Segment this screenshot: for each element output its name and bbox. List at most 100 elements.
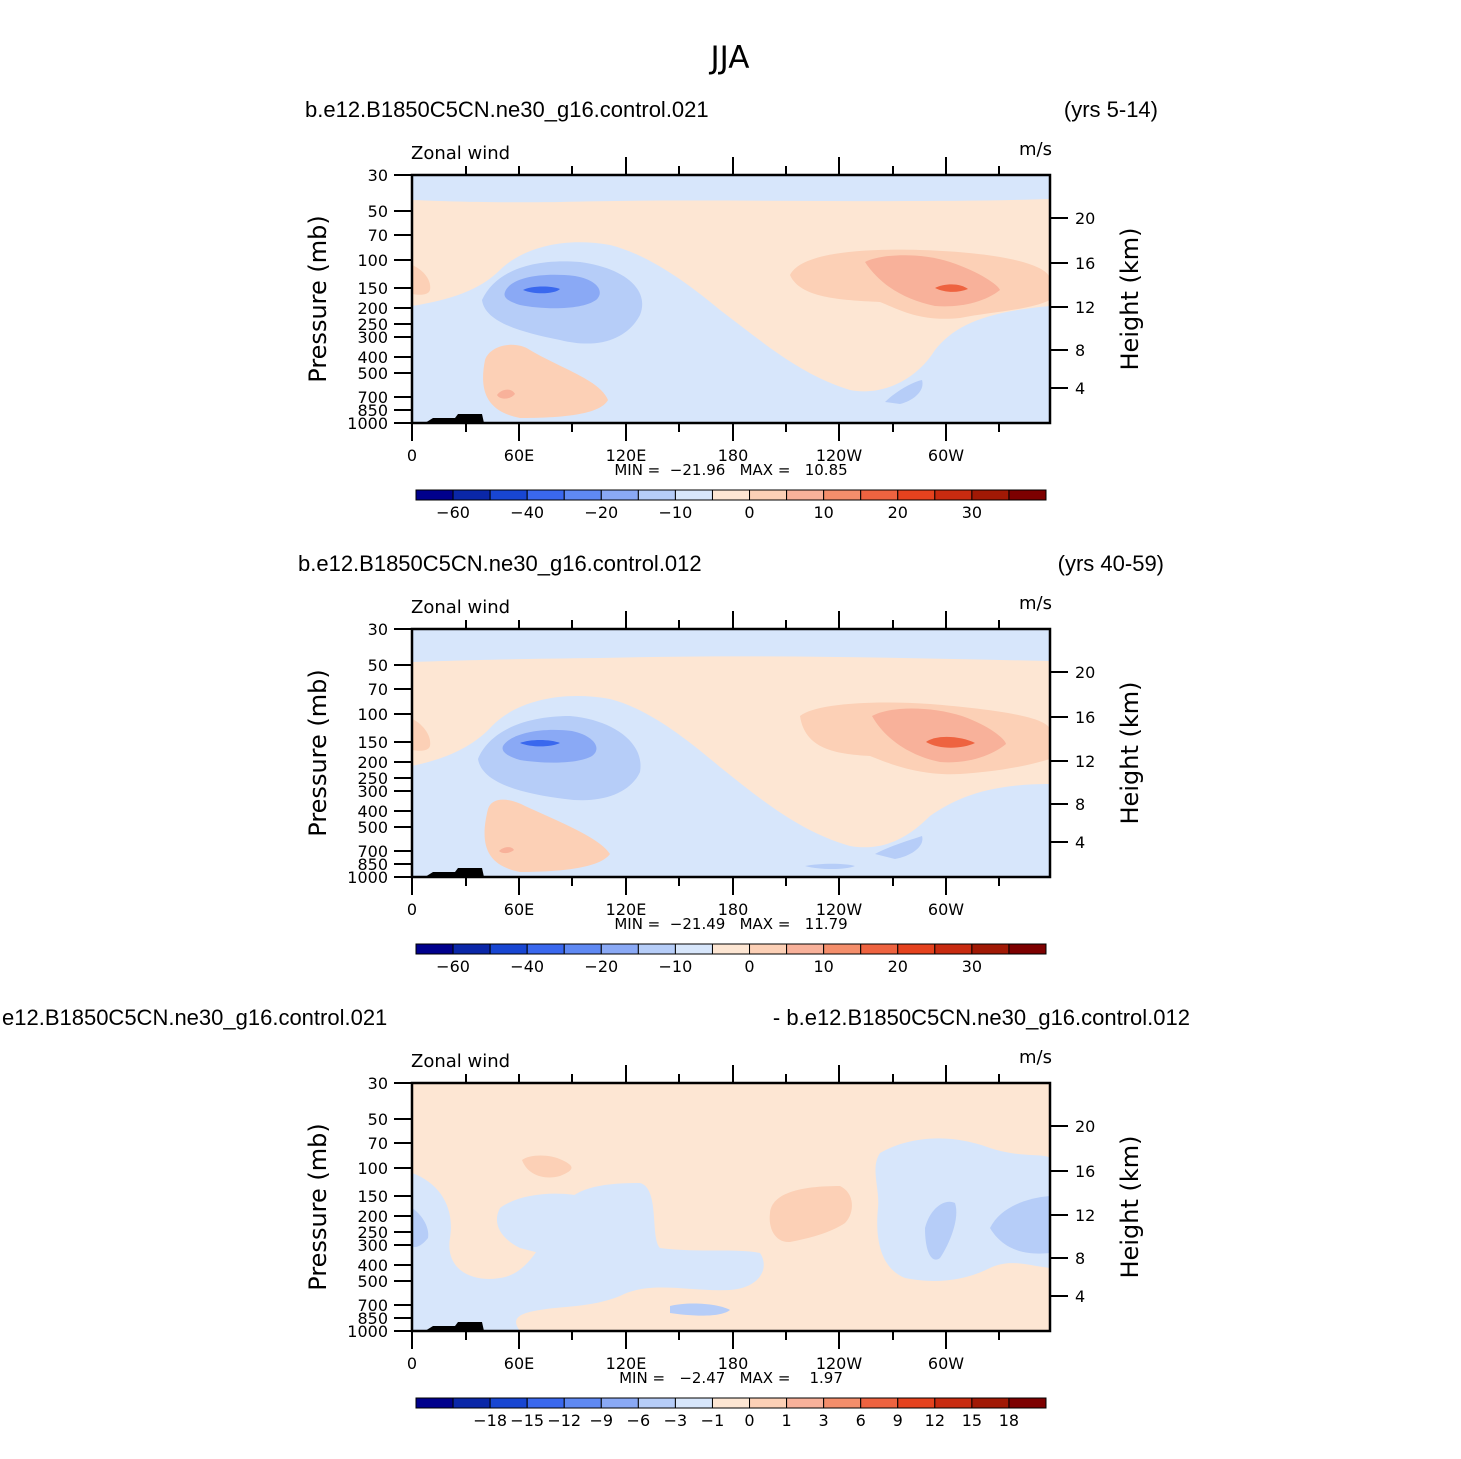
variable-label: Zonal wind [411,143,510,164]
x-ticks [411,157,1000,441]
colorbar-swatch [452,943,491,955]
y-tick-label: 200 [357,753,388,772]
colorbar-swatch [415,943,454,955]
page-title: JJA [709,40,750,76]
colorbar-swatch [749,1397,788,1409]
y-right-tick-label: 16 [1075,254,1095,273]
x-tick-label: 0 [407,446,417,465]
colorbar-swatch [897,489,936,501]
colorbar-swatch [637,1397,676,1409]
colorbar-swatch [600,943,639,955]
colorbar-swatch [674,489,713,501]
topography [425,1322,484,1331]
colorbar-swatch [711,943,751,955]
y-right-tick-label: 8 [1075,341,1085,360]
y-tick-label: 1000 [347,414,388,433]
y-axis-right-label: Height (km) [1116,228,1144,371]
colorbar-label: −60 [436,957,470,976]
x-tick-label: 60E [504,446,534,465]
colorbar-swatch [749,489,788,501]
y-tick-label: 30 [368,1074,388,1093]
y-right-tick-label: 4 [1075,833,1085,852]
variable-label: Zonal wind [411,1051,510,1072]
colorbar-swatch [971,1397,1010,1409]
y-tick-label: 100 [357,251,388,270]
y-axis-right-label: Height (km) [1116,1136,1144,1279]
colorbar-swatch [934,489,973,501]
y-tick-label: 250 [357,769,388,788]
colorbar-swatch [897,1397,936,1409]
y-axis-label: Pressure (mb) [304,669,332,836]
panel-3: e12.B1850C5CN.ne30_g16.control.021 - b.e… [2,1005,1190,1430]
x-tick-label: 120W [816,446,863,465]
contour-negative-lower [412,1173,764,1331]
y-axis-left: 30 50 70 100 150 200 250 300 400 500 700… [347,1074,388,1341]
x-ticks [411,611,1000,895]
units-label: m/s [1019,1047,1052,1068]
y-tick-label: 500 [357,1272,388,1291]
contour-lower-positive [484,799,610,872]
y-tick-label: 700 [357,842,388,861]
colorbar-label: 3 [819,1411,829,1430]
y-right-tick-label: 16 [1075,1162,1095,1181]
colorbar-label: 20 [888,957,908,976]
y-right-tick-label: 12 [1075,1206,1095,1225]
x-tick-label: 60W [928,446,964,465]
x-axis: 0 60E 120E 180 120W 60W [407,446,964,465]
contour-west-edge [412,1208,429,1248]
y-ticks-right [1050,1125,1068,1297]
colorbar-swatch [711,1397,751,1409]
min-max-label: MIN = −21.96 MAX = 10.85 [614,461,847,479]
x-tick-label: 0 [407,1354,417,1373]
y-axis-right: 20 16 12 8 4 [1075,663,1095,852]
colorbar-swatch [563,1397,602,1409]
contour-jet-east-core [935,284,968,292]
y-tick-label: 150 [357,733,388,752]
colorbar-label: −1 [701,1411,725,1430]
contour-negative-top [412,175,1050,203]
colorbar-swatch [897,943,936,955]
colorbar-swatch [600,489,639,501]
panel-right-title: - b.e12.B1850C5CN.ne30_g16.control.012 [773,1005,1190,1030]
panel-left-title: b.e12.B1850C5CN.ne30_g16.control.012 [298,551,702,576]
colorbar: −60 −40 −20 −10 0 10 20 30 [415,943,1047,976]
x-tick-label: 120E [606,446,647,465]
colorbar-label: −20 [584,503,618,522]
contour-field [410,1081,1052,1333]
y-tick-label: 50 [368,202,388,221]
colorbar-swatch [489,1397,528,1409]
colorbar-label: 10 [813,957,833,976]
colorbar-label: −12 [547,1411,581,1430]
colorbar-label: 0 [744,503,754,522]
y-tick-label: 500 [357,364,388,383]
colorbar-swatch [711,489,751,501]
y-ticks-left [394,1082,412,1332]
colorbar-swatch [600,1397,639,1409]
y-right-tick-label: 12 [1075,752,1095,771]
units-label: m/s [1019,593,1052,614]
colorbar-label: −60 [436,503,470,522]
colorbar-swatch [637,943,676,955]
y-right-tick-label: 20 [1075,663,1095,682]
contour-negative-small [670,1303,730,1316]
y-tick-label: 850 [357,855,388,874]
y-tick-label: 150 [357,279,388,298]
y-axis-right: 20 16 12 8 4 [1075,209,1095,398]
y-axis-label: Pressure (mb) [304,215,332,382]
contour-positive-east [769,1186,852,1243]
contour-jet-west-inner [502,729,597,763]
panel-left-title: e12.B1850C5CN.ne30_g16.control.021 [2,1005,387,1030]
topography [425,868,484,877]
colorbar-label: 1 [781,1411,791,1430]
contour-jet-west-core [520,740,560,747]
contour-lower-positive-inner [499,847,514,854]
colorbar-swatch [637,489,676,501]
x-tick-label: 60W [928,1354,964,1373]
y-tick-label: 200 [357,1207,388,1226]
contour-small-negative [875,836,923,859]
x-tick-label: 180 [718,446,749,465]
y-tick-label: 400 [357,348,388,367]
colorbar-label: 0 [744,957,754,976]
colorbar-swatch [749,943,788,955]
plot-frame [410,1081,1052,1333]
